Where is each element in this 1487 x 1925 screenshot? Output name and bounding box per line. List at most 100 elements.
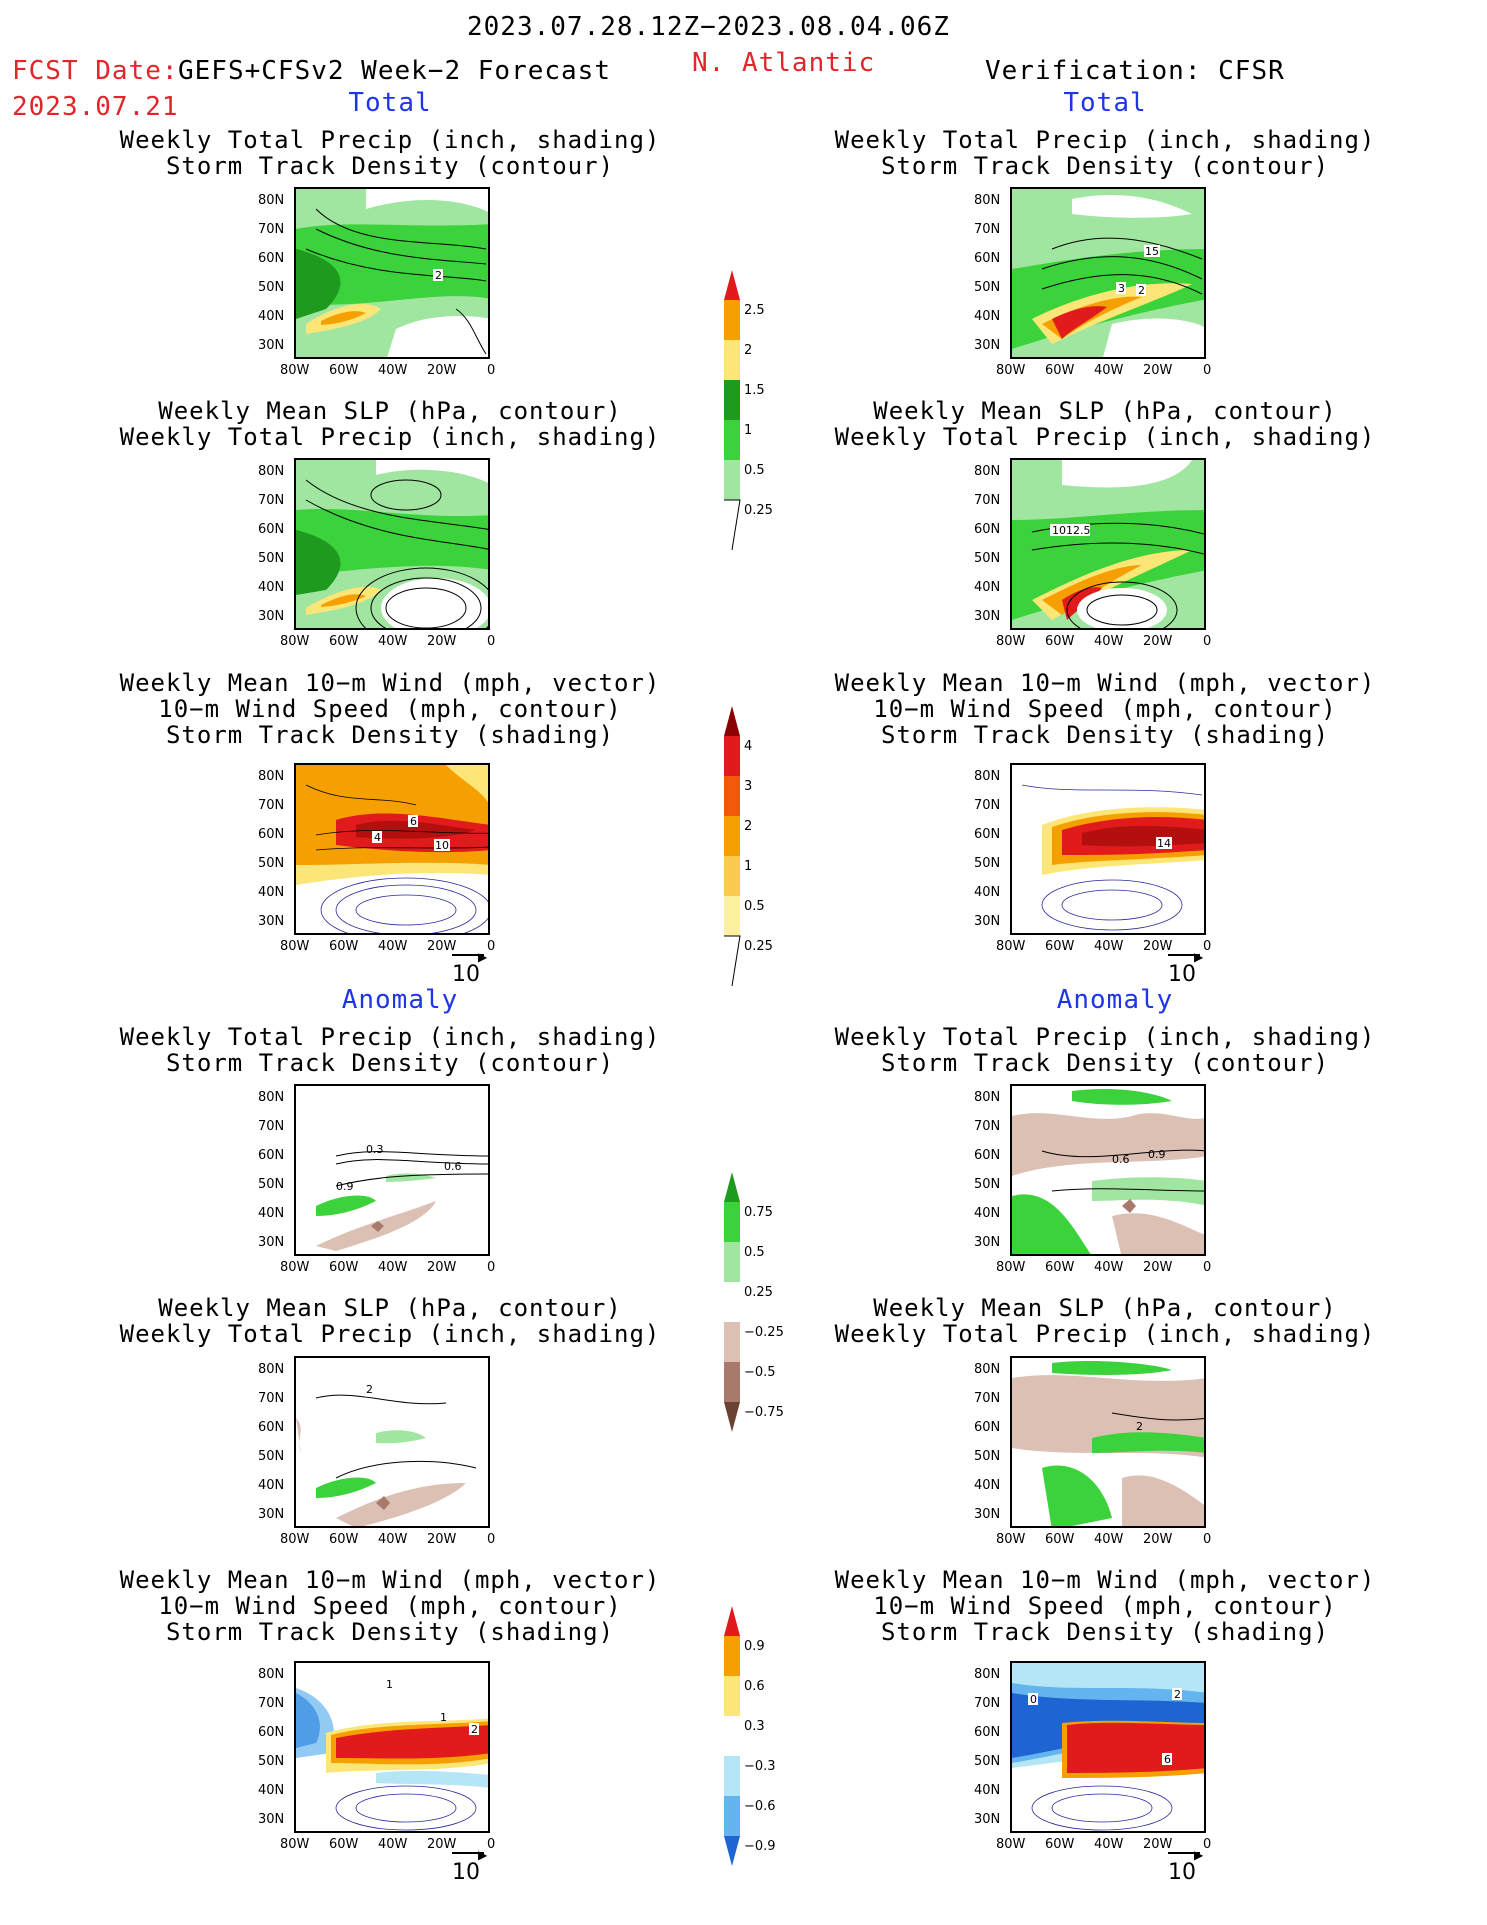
- lat-tick-label: 50N: [974, 856, 1001, 871]
- contour-label: 2: [471, 1723, 478, 1736]
- lat-tick-label: 60N: [258, 251, 285, 266]
- section-total-left: Total: [348, 88, 432, 118]
- forecast-model: GEFS+CFSv2 Week−2 Forecast: [178, 56, 611, 86]
- title-precip-track-anom-fcst: Weekly Total Precip (inch, shading) Stor…: [119, 1023, 661, 1077]
- lat-tick-label: 40N: [258, 1478, 285, 1493]
- lon-tick-label: 20W: [1143, 1837, 1173, 1852]
- lat-tick-label: 60N: [258, 1725, 285, 1740]
- lon-tick-label: 20W: [1143, 634, 1173, 649]
- lon-tick-label: 60W: [329, 1837, 359, 1852]
- title-slp-precip-total-verif: Weekly Mean SLP (hPa, contour) Weekly To…: [834, 397, 1376, 451]
- section-total-right: Total: [1063, 88, 1147, 118]
- lat-tick-label: 50N: [974, 1177, 1001, 1192]
- lat-tick-label: 30N: [258, 609, 285, 624]
- lat-tick-label: 80N: [974, 464, 1001, 479]
- lon-tick-label: 20W: [427, 1260, 457, 1275]
- lat-tick-label: 30N: [974, 1812, 1001, 1827]
- lat-tick-label: 50N: [258, 280, 285, 295]
- lon-tick-label: 80W: [996, 1532, 1026, 1547]
- lon-tick-label: 0: [487, 363, 496, 378]
- lon-tick-label: 60W: [1045, 1837, 1075, 1852]
- lat-tick-label: 60N: [974, 1420, 1001, 1435]
- verification-label: Verification: CFSR: [985, 56, 1285, 86]
- lat-tick-label: 70N: [258, 1119, 285, 1134]
- lat-tick-label: 30N: [258, 1507, 285, 1522]
- title-wind-anom-verif: Weekly Mean 10−m Wind (mph, vector) 10−m…: [834, 1566, 1376, 1646]
- map-wind-total-fcst: 4 6 10: [294, 763, 490, 935]
- lon-tick-label: 80W: [996, 363, 1026, 378]
- lon-tick-label: 60W: [1045, 363, 1075, 378]
- colorbar-track-anom: 0.9 0.6 0.3 −0.3 −0.6 −0.9: [724, 1606, 794, 1886]
- lat-tick-label: 50N: [258, 1754, 285, 1769]
- lat-tick-label: 80N: [258, 464, 285, 479]
- lat-tick-label: 40N: [974, 885, 1001, 900]
- forecast-period: 2023.07.28.12Z−2023.08.04.06Z: [467, 12, 950, 42]
- colorbar-precip-anom: 0.75 0.5 0.25 −0.25 −0.5 −0.75: [724, 1172, 794, 1452]
- lon-tick-label: 80W: [280, 1837, 310, 1852]
- lon-tick-label: 40W: [378, 1532, 408, 1547]
- lat-tick-label: 50N: [258, 551, 285, 566]
- lon-tick-label: 40W: [378, 939, 408, 954]
- lon-tick-label: 20W: [427, 363, 457, 378]
- contour-label: 14: [1157, 837, 1171, 850]
- lon-tick-label: 20W: [1143, 363, 1173, 378]
- lat-tick-label: 30N: [974, 1235, 1001, 1250]
- lon-tick-label: 40W: [1094, 1532, 1124, 1547]
- map-slp-precip-anom-verif: 2: [1010, 1356, 1206, 1528]
- lon-tick-label: 60W: [1045, 939, 1075, 954]
- lat-tick-label: 60N: [258, 827, 285, 842]
- contour-label: 2: [1138, 284, 1145, 297]
- lat-tick-label: 70N: [974, 493, 1001, 508]
- lat-tick-label: 70N: [974, 222, 1001, 237]
- colorbar-track-total: 4 3 2 1 0.5 0.25: [724, 706, 784, 986]
- title-slp-precip-anom-verif: Weekly Mean SLP (hPa, contour) Weekly To…: [834, 1294, 1376, 1348]
- lon-tick-label: 40W: [378, 363, 408, 378]
- lat-tick-label: 40N: [258, 309, 285, 324]
- region-name: N. Atlantic: [692, 48, 876, 78]
- lat-tick-label: 60N: [258, 1148, 285, 1163]
- lat-tick-label: 50N: [974, 1754, 1001, 1769]
- lat-tick-label: 80N: [258, 1667, 285, 1682]
- map-slp-precip-anom-fcst: 2: [294, 1356, 490, 1528]
- lat-tick-label: 80N: [974, 193, 1001, 208]
- lat-tick-label: 60N: [974, 251, 1001, 266]
- lat-tick-label: 30N: [974, 1507, 1001, 1522]
- lat-tick-label: 30N: [258, 1812, 285, 1827]
- lon-tick-label: 80W: [280, 363, 310, 378]
- lat-tick-label: 50N: [258, 856, 285, 871]
- lon-tick-label: 60W: [329, 1532, 359, 1547]
- contour-label: 0.6: [444, 1160, 462, 1173]
- contour-label: 10: [435, 839, 449, 852]
- lon-tick-label: 0: [1203, 1837, 1212, 1852]
- contour-label: 0.3: [366, 1143, 384, 1156]
- section-anomaly-right: Anomaly: [1056, 985, 1174, 1015]
- lon-tick-label: 0: [1203, 939, 1212, 954]
- map-wind-anom-verif: 0 2 6: [1010, 1661, 1206, 1833]
- lon-tick-label: 60W: [329, 363, 359, 378]
- lon-tick-label: 60W: [1045, 1260, 1075, 1275]
- contour-label: 2: [366, 1383, 373, 1396]
- contour-label: 4: [374, 831, 381, 844]
- lon-tick-label: 60W: [329, 1260, 359, 1275]
- title-precip-track-anom-verif: Weekly Total Precip (inch, shading) Stor…: [834, 1023, 1376, 1077]
- contour-label: 0.6: [1112, 1153, 1130, 1166]
- lon-tick-label: 40W: [1094, 1837, 1124, 1852]
- lon-tick-label: 0: [487, 1837, 496, 1852]
- lat-tick-label: 70N: [974, 1119, 1001, 1134]
- contour-label: 1: [440, 1711, 447, 1724]
- lon-tick-label: 80W: [996, 1260, 1026, 1275]
- contour-label: 2: [435, 269, 442, 282]
- lat-tick-label: 70N: [258, 493, 285, 508]
- lat-tick-label: 30N: [258, 1235, 285, 1250]
- lon-tick-label: 40W: [1094, 1260, 1124, 1275]
- lat-tick-label: 60N: [974, 1148, 1001, 1163]
- lat-tick-label: 50N: [258, 1449, 285, 1464]
- lon-tick-label: 80W: [280, 1532, 310, 1547]
- lat-tick-label: 50N: [258, 1177, 285, 1192]
- lon-tick-label: 60W: [329, 634, 359, 649]
- lat-tick-label: 50N: [974, 280, 1001, 295]
- lon-tick-label: 40W: [1094, 634, 1124, 649]
- lat-tick-label: 80N: [258, 769, 285, 784]
- lat-tick-label: 30N: [258, 338, 285, 353]
- lat-tick-label: 70N: [974, 1696, 1001, 1711]
